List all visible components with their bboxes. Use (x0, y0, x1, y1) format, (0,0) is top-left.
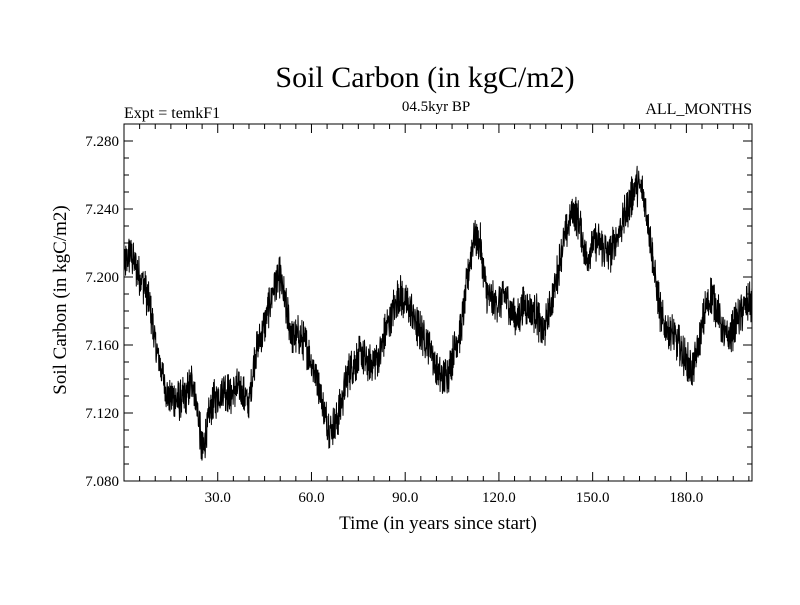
y-tick-label: 7.280 (85, 134, 119, 150)
y-axis-tick-labels: 7.080 7.120 7.160 7.200 7.240 7.280 (85, 134, 119, 490)
x-tick-label: 60.0 (298, 490, 324, 506)
y-tick-label: 7.120 (85, 406, 119, 422)
chart-subtitle: 04.5kyr BP (402, 99, 470, 115)
x-axis-tick-labels: 30.0 60.0 90.0 120.0 150.0 180.0 (205, 490, 704, 506)
plot-frame (123, 123, 753, 482)
chart-right-label: ALL_MONTHS (645, 101, 752, 118)
x-tick-label: 30.0 (205, 490, 231, 506)
x-tick-label: 180.0 (670, 490, 704, 506)
y-tick-label: 7.160 (85, 338, 119, 354)
y-tick-label: 7.200 (85, 270, 119, 286)
chart-title: Soil Carbon (in kgC/m2) (275, 61, 574, 94)
y-tick-label: 7.240 (85, 202, 119, 218)
y-tick-label: 7.080 (85, 474, 119, 490)
x-axis-ticks (139, 124, 750, 481)
x-axis-label: Time (in years since start) (339, 513, 537, 534)
x-tick-label: 120.0 (482, 490, 516, 506)
series-line-soil-carbon (123, 165, 753, 461)
x-tick-label: 150.0 (576, 490, 610, 506)
x-tick-label: 90.0 (392, 490, 418, 506)
chart-left-label: Expt = temkF1 (124, 105, 220, 122)
y-axis-label: Soil Carbon (in kgC/m2) (50, 205, 71, 394)
